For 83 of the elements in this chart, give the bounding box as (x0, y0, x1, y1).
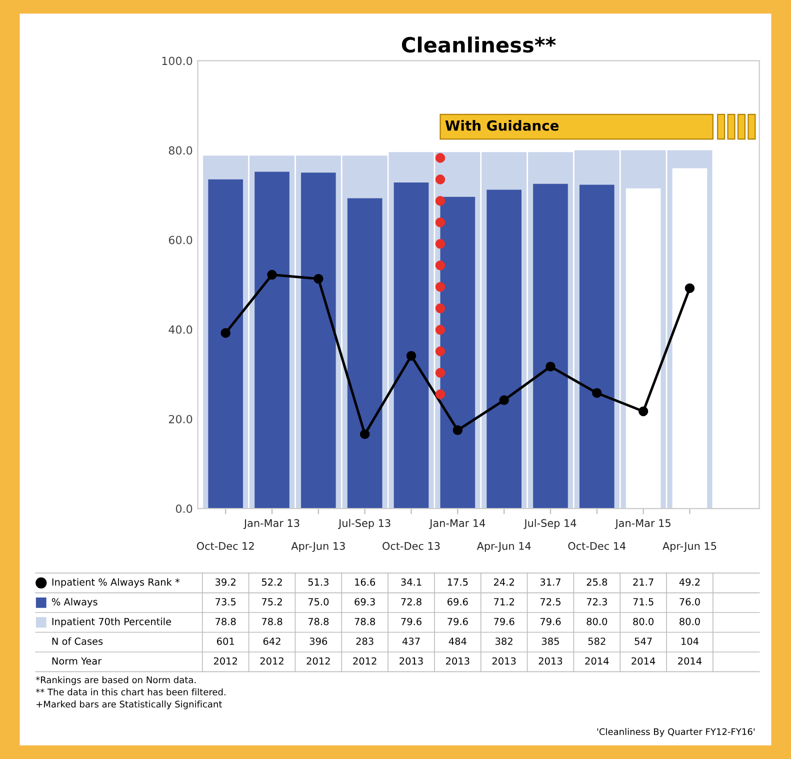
x-tick-label: Apr-Jun 15 (662, 542, 716, 552)
text: 396 (310, 638, 328, 645)
text: 2013 (446, 657, 470, 665)
text: 582 (588, 638, 606, 645)
x-tick-label: Apr-Jun 14 (476, 542, 531, 552)
data-label: 79.6 (401, 618, 422, 626)
data-label: 49.2 (679, 578, 700, 586)
x-tick-label: Oct-Dec 14 (568, 542, 626, 550)
data-label: 16.6 (355, 578, 376, 586)
text: 'Cleanliness By Quarter FY12-FY16' (597, 728, 755, 737)
text: *Rankings are based on Norm data. (36, 676, 196, 686)
text: ** The data in this chart has been filtered. (36, 688, 226, 696)
text: 2012 (306, 657, 330, 665)
legend-label: Inpatient 70th Percentile (52, 618, 172, 628)
data-label: 17.5 (448, 578, 468, 586)
data-label: 72.5 (540, 598, 560, 606)
y-tick-label: 0.0 (176, 504, 192, 513)
data-label: 75.2 (262, 598, 282, 606)
y-tick-label: 40.0 (168, 325, 192, 334)
text: 104 (682, 638, 698, 645)
text: Norm Year (52, 657, 102, 665)
data-label: 71.5 (633, 598, 654, 606)
text: 2014 (678, 657, 702, 665)
y-tick-label: 60.0 (168, 236, 192, 244)
text: +Marked bars are Statistically Significant (36, 700, 222, 710)
y-tick-label: 80.0 (168, 146, 192, 155)
text: 2013 (538, 657, 562, 665)
text: 437 (402, 638, 420, 645)
x-tick-label: Jul-Sep 14 (524, 518, 576, 530)
data-label: 80.0 (680, 618, 700, 626)
legend-label: Inpatient % Always Rank * (52, 578, 180, 588)
data-label: 78.8 (308, 618, 329, 626)
band-label: With Guidance (445, 120, 559, 131)
data-label: 25.8 (586, 578, 608, 586)
text: 547 (634, 638, 652, 645)
data-label: 31.7 (540, 578, 560, 586)
data-label: 34.1 (401, 578, 422, 586)
data-label: 52.2 (262, 578, 282, 586)
text: 484 (448, 638, 466, 645)
legend-label: % Always (52, 598, 98, 608)
text: 642 (263, 638, 280, 645)
data-label: 75.0 (308, 598, 329, 606)
text: 601 (217, 638, 234, 645)
data-label: 72.8 (401, 598, 422, 606)
y-tick-label: 20.0 (168, 414, 192, 424)
text: 2014 (585, 657, 609, 665)
x-tick-label: Oct-Dec 13 (382, 542, 440, 550)
data-label: 51.3 (308, 578, 328, 586)
x-tick-label: Jul-Sep 13 (338, 518, 390, 530)
x-tick-label: Oct-Dec 12 (196, 542, 254, 550)
data-label: 80.0 (586, 618, 608, 626)
data-label: 80.0 (633, 618, 654, 626)
data-label: 69.3 (354, 598, 375, 606)
data-label: 21.7 (633, 578, 654, 586)
x-tick-label: Jan-Mar 15 (614, 519, 670, 529)
y-tick-label: 100.0 (162, 56, 192, 66)
text: 2013 (492, 657, 516, 665)
data-label: 79.6 (448, 618, 468, 626)
text: 2012 (214, 657, 237, 665)
x-tick-label: Jan-Mar 13 (243, 519, 300, 529)
text: 283 (356, 638, 374, 645)
data-label: 39.2 (216, 578, 236, 586)
data-label: 78.8 (354, 618, 375, 626)
text: 2012 (260, 657, 284, 665)
x-tick-label: Jan-Mar 14 (429, 519, 486, 529)
text: N of Cases (52, 637, 103, 645)
data-label: 73.5 (216, 598, 236, 606)
text: 382 (496, 638, 512, 645)
text: 2012 (353, 657, 376, 665)
data-label: 69.6 (448, 598, 468, 606)
x-tick-label: Apr-Jun 13 (291, 542, 345, 552)
chart-title: Cleanliness** (402, 36, 556, 53)
data-label: 71.2 (494, 598, 514, 606)
data-label: 72.3 (586, 598, 607, 606)
data-label: 24.2 (494, 578, 514, 586)
text: 385 (542, 638, 559, 645)
text: 2014 (632, 657, 656, 665)
data-label: 78.8 (216, 618, 236, 626)
data-label: 79.6 (494, 618, 514, 626)
data-label: 79.6 (540, 618, 561, 626)
data-label: 76.0 (680, 598, 700, 606)
data-label: 78.8 (262, 618, 282, 626)
text: 2013 (400, 657, 423, 665)
